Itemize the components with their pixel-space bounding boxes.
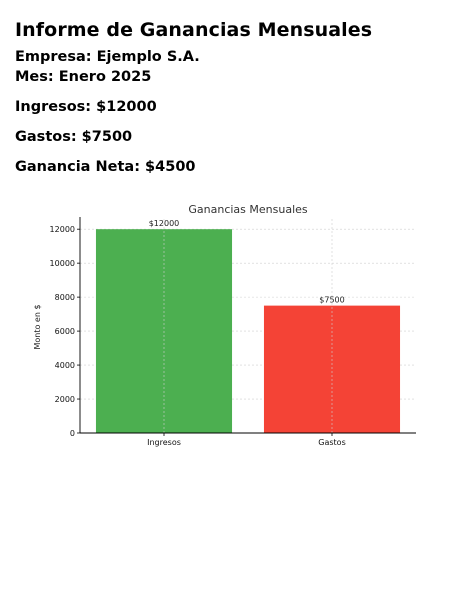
- month-line: Mes: Enero 2025: [15, 69, 152, 85]
- axes-layer: [77, 217, 416, 436]
- expense-line: Gastos: $7500: [15, 129, 133, 145]
- x-tick-label: Ingresos: [147, 438, 181, 447]
- y-tick-label: 10000: [50, 259, 75, 268]
- report-title: Informe de Ganancias Mensuales: [15, 19, 373, 41]
- y-tick-label: 2000: [55, 395, 75, 404]
- bar-chart: Ganancias Mensuales Monto en $ 0 2000 4000…: [33, 203, 416, 447]
- y-axis-label: Monto en $: [33, 304, 42, 349]
- bar-value-label: $7500: [319, 296, 344, 305]
- labels-layer: 0 2000 4000 6000 8000 10000 12000 Ingresos $1200…: [50, 219, 346, 447]
- bars-layer: [95, 219, 401, 433]
- y-tick-label: 4000: [55, 361, 75, 370]
- y-tick-label: 8000: [55, 293, 75, 302]
- bar-value-label: $12000: [149, 219, 180, 228]
- company-line: Empresa: Ejemplo S.A.: [15, 49, 200, 65]
- y-tick-label: 12000: [50, 225, 75, 234]
- net-profit-line: Ganancia Neta: $4500: [15, 159, 196, 175]
- y-tick-label: 6000: [55, 327, 75, 336]
- x-tick-label: Gastos: [318, 438, 345, 447]
- chart-title: Ganancias Mensuales: [188, 203, 308, 216]
- y-tick-label: 0: [70, 429, 75, 438]
- chart-container: Ganancias Mensuales Monto en $ 0 2000 4000…: [0, 195, 450, 455]
- income-line: Ingresos: $12000: [15, 99, 157, 115]
